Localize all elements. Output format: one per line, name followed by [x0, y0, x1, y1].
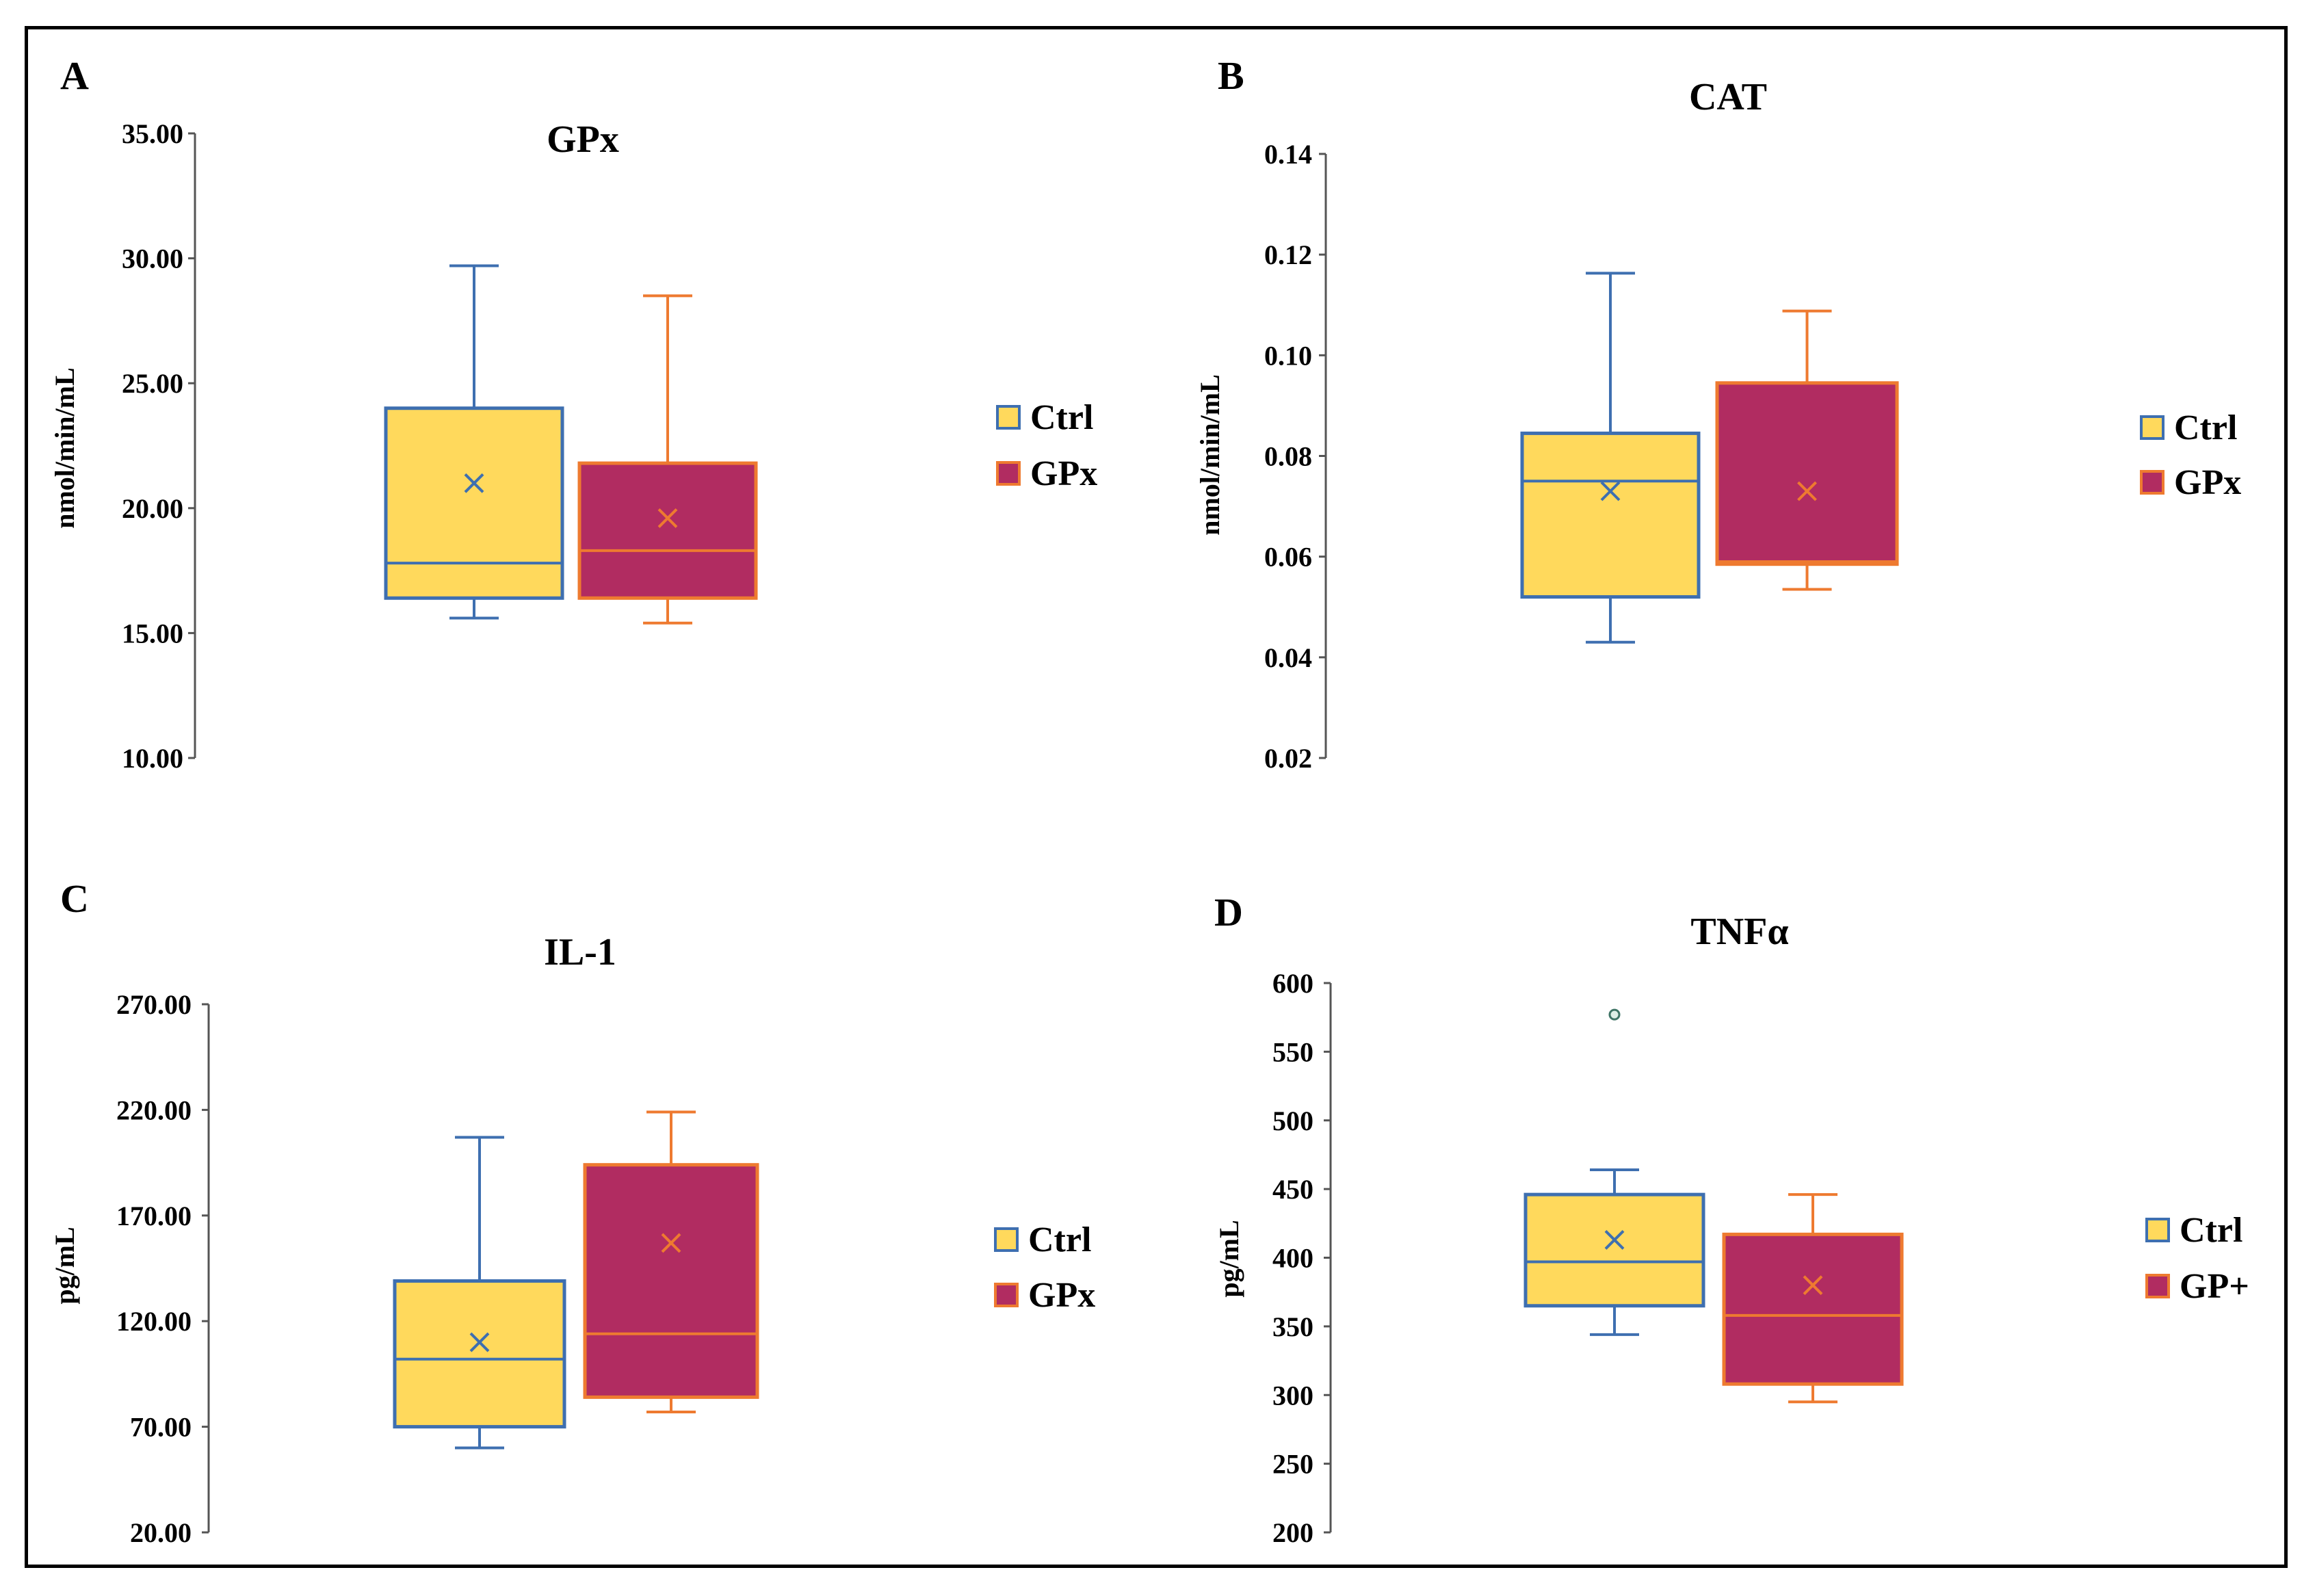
box-gpx — [583, 1110, 759, 1413]
y-tick-label: 220.00 — [116, 1095, 192, 1125]
box-ctrl — [384, 264, 564, 620]
legend-swatch-treatment — [2145, 1274, 2170, 1298]
box-gpx — [577, 294, 758, 625]
y-tick-label: 250 — [1272, 1449, 1313, 1480]
box-gp — [1722, 1193, 1904, 1404]
legend-swatch-ctrl — [2145, 1218, 2170, 1242]
y-axis-label: pg/mL — [1214, 1220, 1244, 1297]
y-tick-label: 350 — [1272, 1311, 1313, 1342]
panel-label: A — [60, 53, 89, 98]
iqr-box — [1722, 1232, 1904, 1386]
legend-label: Ctrl — [2180, 1211, 2242, 1250]
mean-marker — [469, 1332, 490, 1352]
y-tick-label: 15.00 — [122, 618, 183, 649]
panel-b: B CAT nmol/min/mL 0.02 0.04 0.06 0.08 0.10 0.12 0… — [1194, 53, 2241, 774]
y-tick-label: 0.14 — [1264, 139, 1312, 170]
chart-title: TNFα — [1690, 911, 1788, 953]
legend-swatch-treatment — [2140, 470, 2164, 495]
panel-d: D TNFα pg/mL 200 250 300 350 400 450 500 550 600 Ctr… — [1214, 890, 2249, 1548]
iqr-box — [1715, 381, 1899, 566]
panel-c: C IL-1 pg/mL 20.00 70.00 120.00 170.00 220.00 27… — [49, 876, 1095, 1548]
outlier-point — [1608, 1008, 1621, 1021]
y-axis-label: nmol/min/mL — [49, 367, 80, 529]
iqr-box — [1520, 431, 1701, 599]
box-ctrl — [1523, 1008, 1705, 1336]
legend-label: Ctrl — [2174, 408, 2237, 447]
legend-label: GPx — [2174, 463, 2241, 502]
legend: Ctrl GPx — [996, 398, 1097, 493]
y-tick-label: 35.00 — [122, 118, 183, 149]
y-tick-label: 0.12 — [1264, 239, 1312, 270]
legend-swatch-ctrl — [996, 405, 1021, 430]
mean-marker — [1600, 481, 1621, 501]
y-tick-label: 0.02 — [1264, 743, 1312, 774]
legend-swatch-treatment — [994, 1283, 1019, 1307]
chart-title: IL-1 — [544, 931, 616, 973]
y-tick-label: 30.00 — [122, 244, 183, 274]
y-tick-label: 300 — [1272, 1380, 1313, 1411]
mean-marker — [661, 1233, 681, 1253]
y-tick-label: 0.04 — [1264, 642, 1312, 673]
y-axis-label: nmol/min/mL — [1194, 374, 1225, 536]
panel-a: A GPx nmol/min/mL 10.00 15.00 20.00 25.00 30.00… — [49, 53, 1097, 774]
y-tick-label: 170.00 — [116, 1201, 192, 1231]
y-tick-label: 70.00 — [130, 1412, 192, 1443]
legend-swatch-treatment — [996, 461, 1021, 486]
iqr-box — [577, 461, 758, 600]
panel-label: C — [60, 876, 89, 921]
box-gpx — [1715, 309, 1899, 591]
iqr-box — [583, 1163, 759, 1399]
legend-swatch-ctrl — [994, 1227, 1019, 1252]
mean-marker — [1797, 481, 1817, 501]
legend-label: GPx — [1030, 454, 1097, 493]
legend-label: Ctrl — [1030, 398, 1093, 437]
mean-marker — [464, 473, 484, 493]
iqr-box — [393, 1279, 566, 1429]
y-tick-label: 20.00 — [130, 1517, 192, 1548]
box-ctrl — [393, 1136, 566, 1450]
y-tick-label: 10.00 — [122, 743, 183, 774]
box-ctrl — [1520, 272, 1701, 644]
figure-frame — [25, 26, 2288, 1568]
y-tick-label: 200 — [1272, 1517, 1313, 1548]
y-tick-label: 270.00 — [116, 989, 192, 1020]
y-tick-label: 400 — [1272, 1243, 1313, 1274]
panel-label: B — [1218, 53, 1244, 98]
y-tick-label: 600 — [1272, 968, 1313, 999]
mean-marker — [657, 508, 678, 528]
y-tick-label: 0.06 — [1264, 542, 1312, 573]
y-tick-label: 450 — [1272, 1174, 1313, 1205]
y-tick-label: 0.08 — [1264, 441, 1312, 472]
legend: Ctrl GPx — [994, 1220, 1095, 1315]
y-tick-label: 25.00 — [122, 368, 183, 399]
mean-marker — [1803, 1275, 1823, 1296]
legend-label: GPx — [1028, 1276, 1095, 1315]
iqr-box — [1523, 1192, 1705, 1308]
legend-label: Ctrl — [1028, 1220, 1091, 1259]
y-tick-label: 500 — [1272, 1106, 1313, 1136]
chart-title: GPx — [547, 118, 619, 161]
y-tick-label: 0.10 — [1264, 340, 1312, 371]
legend-swatch-ctrl — [2140, 415, 2164, 440]
y-tick-label: 120.00 — [116, 1306, 192, 1337]
legend: Ctrl GP+ — [2145, 1211, 2249, 1306]
panel-label: D — [1214, 890, 1243, 934]
mean-marker — [1604, 1229, 1625, 1250]
iqr-box — [384, 406, 564, 600]
y-tick-label: 550 — [1272, 1036, 1313, 1067]
y-axis-label: pg/mL — [49, 1227, 80, 1304]
y-tick-label: 20.00 — [122, 493, 183, 524]
legend: Ctrl GPx — [2140, 408, 2241, 502]
chart-title: CAT — [1689, 76, 1767, 118]
legend-label: GP+ — [2180, 1267, 2249, 1306]
